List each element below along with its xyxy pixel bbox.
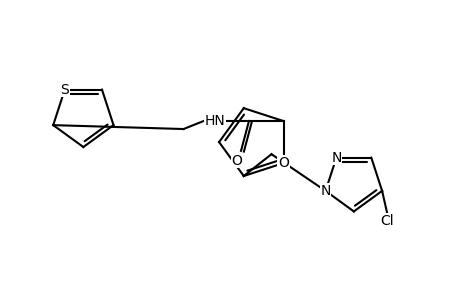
Text: N: N bbox=[330, 151, 341, 165]
Text: O: O bbox=[278, 156, 288, 170]
Text: N: N bbox=[319, 184, 330, 198]
Text: Cl: Cl bbox=[380, 214, 393, 228]
Text: S: S bbox=[60, 83, 69, 97]
Text: HN: HN bbox=[204, 114, 225, 128]
Text: O: O bbox=[231, 154, 242, 168]
